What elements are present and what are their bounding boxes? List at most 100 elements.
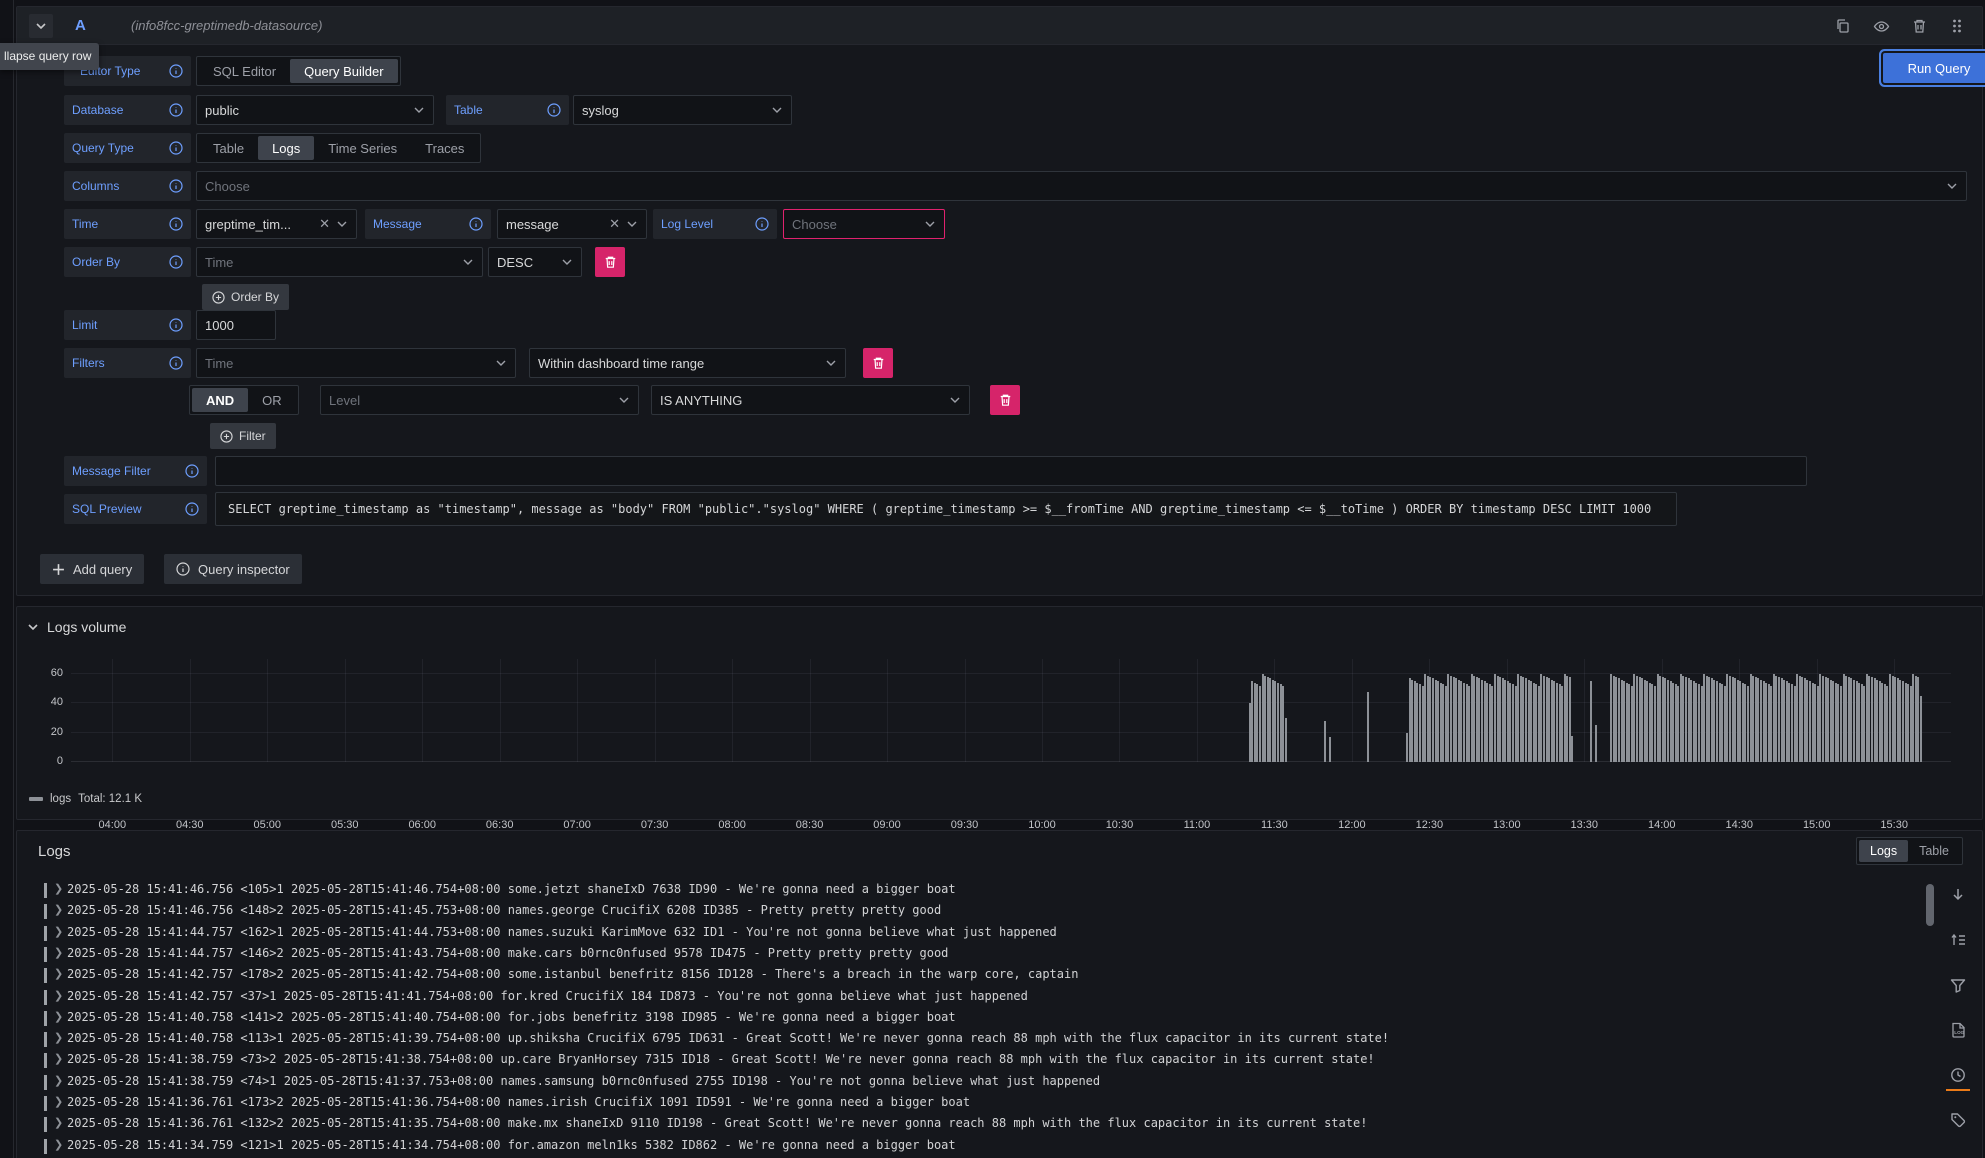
expand-log-icon[interactable]: ❯ <box>54 1138 64 1151</box>
tab-time-series[interactable]: Time Series <box>328 140 398 156</box>
info-circle-icon <box>176 562 190 576</box>
volume-bar <box>1909 685 1912 762</box>
limit-input[interactable] <box>196 310 276 340</box>
drag-handle-icon[interactable] <box>1946 15 1968 37</box>
tab-traces[interactable]: Traces <box>425 140 465 156</box>
volume-bar <box>1266 676 1269 762</box>
expand-log-icon[interactable]: ❯ <box>54 1010 64 1023</box>
info-icon[interactable] <box>547 103 561 117</box>
scroll-bottom-icon[interactable] <box>1946 883 1970 907</box>
view-logs-tab[interactable]: Logs <box>1859 840 1909 862</box>
logs-volume-title[interactable]: Logs volume <box>47 619 127 635</box>
tag-icon[interactable] <box>1946 1108 1970 1132</box>
log-line[interactable]: ❯ 2025-05-28 15:41:38.759 <74>1 2025-05-2… <box>17 1073 1897 1093</box>
add-query-button[interactable]: Add query <box>40 554 145 584</box>
tab-sql-editor[interactable]: SQL Editor <box>213 63 277 79</box>
info-icon[interactable] <box>169 356 183 370</box>
filter2-field-select[interactable]: Level <box>320 385 639 415</box>
expand-log-icon[interactable]: ❯ <box>54 883 64 895</box>
info-icon[interactable] <box>169 103 183 117</box>
tab-table[interactable]: Table <box>213 140 245 156</box>
expand-log-icon[interactable]: ❯ <box>54 1053 64 1066</box>
info-icon[interactable] <box>169 64 183 78</box>
add-filter-button[interactable]: Filter <box>210 423 276 449</box>
collapse-query-row-button[interactable] <box>29 14 53 38</box>
and-option[interactable]: AND <box>192 388 249 412</box>
info-icon[interactable] <box>185 502 199 516</box>
view-table-tab[interactable]: Table <box>1919 844 1949 858</box>
query-ref-id[interactable]: A <box>75 17 86 34</box>
columns-select[interactable]: Choose <box>196 171 1967 201</box>
info-icon[interactable] <box>169 179 183 193</box>
expand-log-icon[interactable]: ❯ <box>54 925 64 938</box>
expand-log-icon[interactable]: ❯ <box>54 1117 64 1130</box>
filter-operator-select[interactable]: Within dashboard time range <box>529 348 846 378</box>
collapse-section-icon[interactable] <box>27 621 39 633</box>
expand-log-icon[interactable]: ❯ <box>54 1074 64 1087</box>
eye-icon[interactable] <box>1870 15 1892 37</box>
volume-bar <box>1462 682 1465 762</box>
log-line[interactable]: ❯ 2025-05-28 15:41:46.756 <105>1 2025-05-… <box>17 881 1897 901</box>
info-icon[interactable] <box>755 217 769 231</box>
logs-panel-title[interactable]: Logs <box>38 843 71 860</box>
log-line[interactable]: ❯ 2025-05-28 15:41:42.757 <37>1 2025-05-2… <box>17 988 1897 1008</box>
query-inspector-button[interactable]: Query inspector <box>164 554 302 584</box>
log-line[interactable]: ❯ 2025-05-28 15:41:46.756 <148>2 2025-05-… <box>17 902 1897 922</box>
expand-log-icon[interactable]: ❯ <box>54 1032 64 1045</box>
oldest-first-icon[interactable] <box>1946 928 1970 952</box>
order-direction-select[interactable]: DESC <box>488 247 582 277</box>
log-line[interactable]: ❯ 2025-05-28 15:41:36.761 <132>2 2025-05-… <box>17 1115 1897 1135</box>
remove-order-by-button[interactable] <box>595 247 625 277</box>
tab-logs[interactable]: Logs <box>258 136 315 160</box>
table-select[interactable]: syslog <box>573 95 792 125</box>
log-line[interactable]: ❯ 2025-05-28 15:41:38.759 <73>2 2025-05-2… <box>17 1051 1897 1071</box>
add-order-by-button[interactable]: Order By <box>202 284 290 310</box>
log-line[interactable]: ❯ 2025-05-28 15:41:44.757 <162>1 2025-05-… <box>17 924 1897 944</box>
filter2-operator-select[interactable]: IS ANYTHING <box>651 385 970 415</box>
legend-series-name[interactable]: logs <box>50 793 72 805</box>
expand-log-icon[interactable]: ❯ <box>54 904 64 917</box>
log-line[interactable]: ❯ 2025-05-28 15:41:42.757 <178>2 2025-05-… <box>17 966 1897 986</box>
volume-bar <box>1419 684 1421 762</box>
log-level-select[interactable]: Choose <box>783 209 945 239</box>
time-icon[interactable] <box>1946 1063 1970 1091</box>
expand-log-icon[interactable]: ❯ <box>54 1096 64 1108</box>
logs-scrollbar[interactable] <box>1926 884 1934 926</box>
log-line[interactable]: ❯ 2025-05-28 15:41:34.759 <121>1 2025-05-… <box>17 1137 1897 1157</box>
clear-icon[interactable]: ✕ <box>319 216 330 231</box>
logs-volume-chart[interactable] <box>71 659 1951 762</box>
filter-field-select[interactable]: Time <box>196 348 516 378</box>
log-file-icon[interactable]: LOG <box>1946 1018 1970 1042</box>
tab-query-builder[interactable]: Query Builder <box>290 59 398 83</box>
filter-icon[interactable] <box>1946 973 1970 997</box>
order-by-field-select[interactable]: Time <box>196 247 483 277</box>
remove-filter-button[interactable] <box>863 348 893 378</box>
info-icon[interactable] <box>185 464 199 478</box>
expand-log-icon[interactable]: ❯ <box>54 968 64 981</box>
wrap-lines-icon[interactable] <box>1946 1153 1970 1158</box>
remove-filter2-button[interactable] <box>990 385 1020 415</box>
volume-bar <box>1617 678 1620 762</box>
info-icon[interactable] <box>169 318 183 332</box>
database-select[interactable]: public <box>196 95 434 125</box>
message-filter-input[interactable] <box>215 456 1807 486</box>
log-line[interactable]: ❯ 2025-05-28 15:41:36.761 <173>2 2025-05-… <box>17 1094 1897 1114</box>
volume-bar <box>1710 678 1713 762</box>
duplicate-icon[interactable] <box>1832 15 1854 37</box>
time-column-select[interactable]: greptime_tim... ✕ <box>196 209 357 239</box>
message-column-select[interactable]: message ✕ <box>497 209 647 239</box>
or-option[interactable]: OR <box>262 392 282 408</box>
clear-icon[interactable]: ✕ <box>609 216 620 231</box>
log-line[interactable]: ❯ 2025-05-28 15:41:40.758 <141>2 2025-05-… <box>17 1009 1897 1029</box>
run-query-button[interactable]: Run Query <box>1883 53 1985 83</box>
info-icon[interactable] <box>169 141 183 155</box>
info-icon[interactable] <box>169 217 183 231</box>
info-icon[interactable] <box>169 255 183 269</box>
info-icon[interactable] <box>469 217 483 231</box>
volume-bar <box>1762 681 1765 762</box>
expand-log-icon[interactable]: ❯ <box>54 946 64 959</box>
expand-log-icon[interactable]: ❯ <box>54 989 64 1002</box>
trash-icon[interactable] <box>1908 15 1930 37</box>
log-line[interactable]: ❯ 2025-05-28 15:41:44.757 <146>2 2025-05-… <box>17 945 1897 965</box>
log-line[interactable]: ❯ 2025-05-28 15:41:40.758 <113>1 2025-05-… <box>17 1030 1897 1050</box>
